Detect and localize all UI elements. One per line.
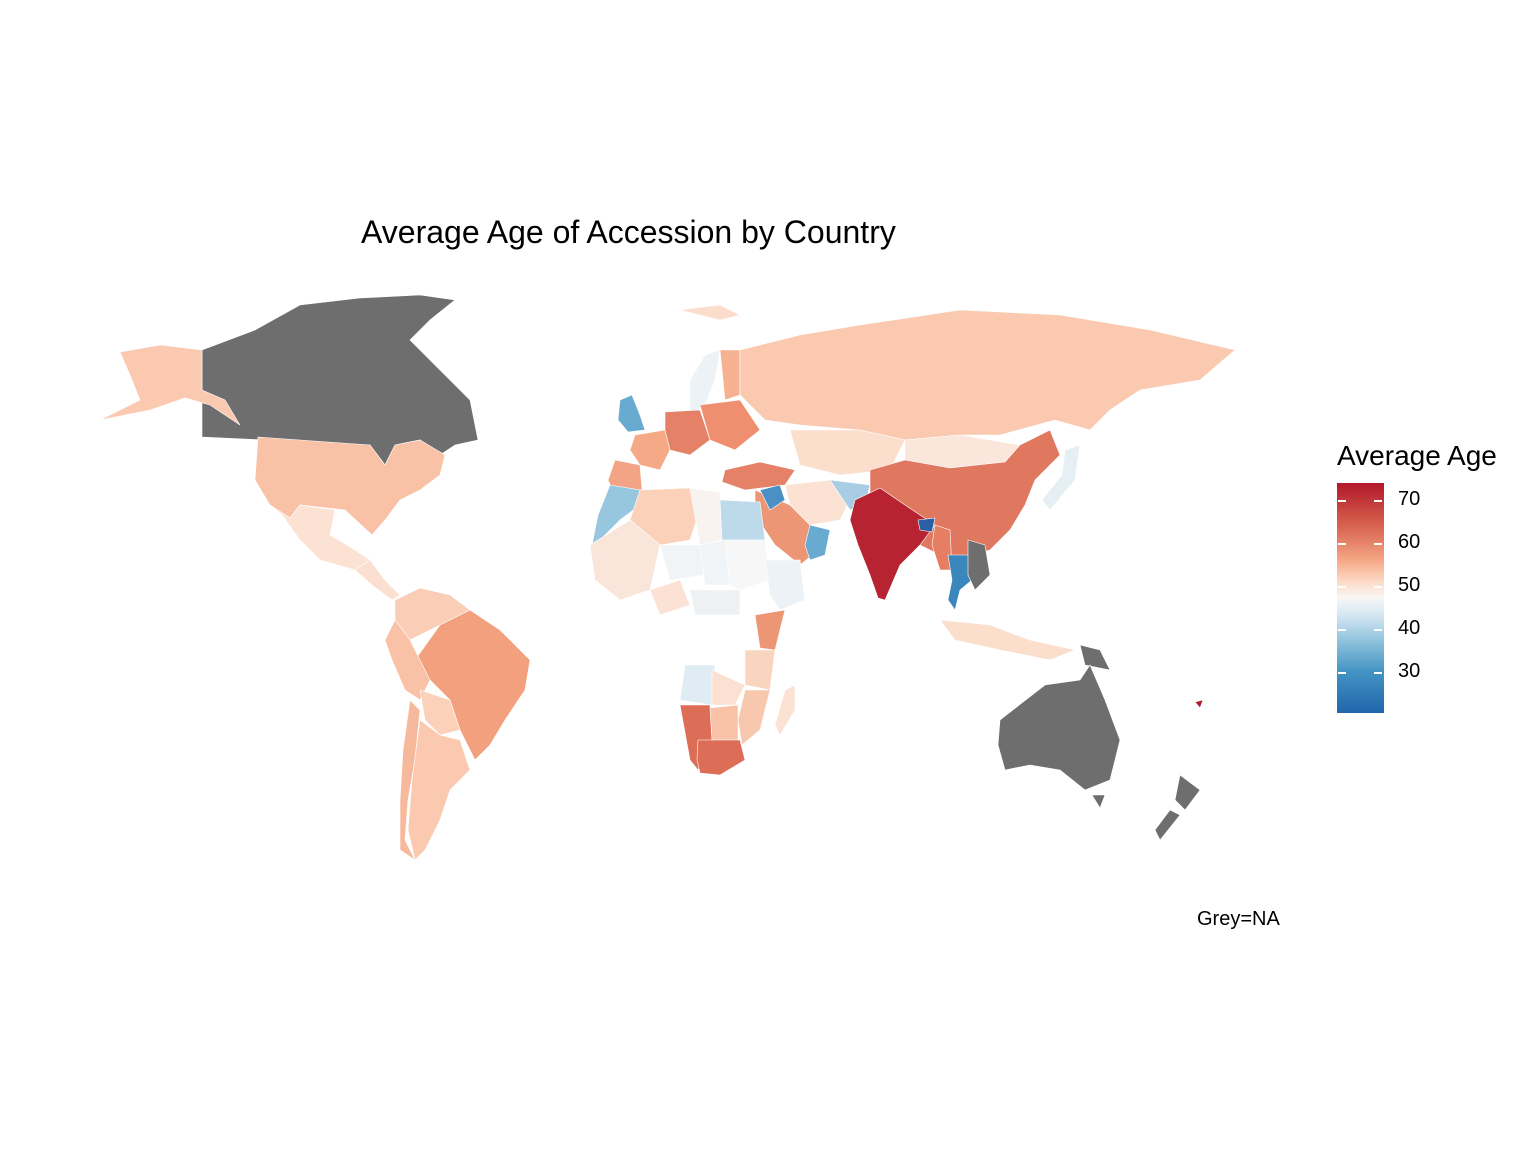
region-zambia [711, 669, 746, 706]
region-easteurope [699, 399, 761, 451]
region-alaska [99, 344, 241, 426]
legend-tick-mark [1338, 543, 1346, 545]
region-myanmar [931, 524, 953, 571]
region-mexico [269, 504, 371, 571]
legend-tick-label: 30 [1398, 660, 1421, 682]
region-botswana [709, 704, 739, 741]
legend-tick-mark [1338, 629, 1346, 631]
legend-tick-label: 60 [1398, 531, 1421, 553]
region-nigeria [649, 579, 691, 616]
region-chile [399, 699, 421, 861]
region-niger [659, 544, 706, 581]
region-angola [679, 664, 716, 706]
region-finland [719, 349, 741, 401]
region-drc [689, 614, 746, 666]
legend-tick-mark [1374, 629, 1382, 631]
region-japan [1041, 444, 1081, 511]
chart-title: Average Age of Accession by Country [361, 214, 896, 250]
region-greenland [679, 304, 741, 321]
legend-tick-mark [1338, 500, 1346, 502]
region-united-kingdom [617, 394, 646, 433]
legend-tick-mark [1374, 586, 1382, 588]
legend-tick-mark [1374, 543, 1382, 545]
region-australia [997, 664, 1121, 791]
region-levant [759, 484, 786, 511]
na-caption: Grey=NA [1197, 908, 1280, 930]
legend-tick-label: 40 [1398, 617, 1421, 639]
region-united-states [254, 436, 446, 536]
region-turkey [721, 461, 796, 491]
legend-tick-mark [1338, 672, 1346, 674]
region-fiji [1194, 699, 1204, 709]
region-india [849, 487, 936, 601]
region-tanzania [744, 649, 776, 691]
region-south-africa [696, 739, 746, 776]
region-bangladesh [917, 517, 936, 533]
legend-tick-label: 50 [1398, 574, 1421, 596]
region-car [689, 589, 741, 616]
region-egypt [719, 499, 766, 541]
region-indochina [967, 539, 991, 591]
region-peru [384, 619, 431, 701]
region-oman [804, 524, 831, 561]
region-russia [739, 309, 1236, 441]
region-kenya [754, 609, 786, 651]
region-bolivia [419, 689, 461, 736]
region-libya [689, 487, 723, 546]
region-germany [664, 409, 711, 456]
legend-tick-mark [1338, 586, 1346, 588]
region-sudan [724, 539, 771, 591]
legend-color-bar [1337, 483, 1384, 713]
region-tasmania [1091, 794, 1106, 809]
legend-title: Average Age [1337, 440, 1497, 471]
legend-tick-label: 70 [1398, 488, 1421, 510]
region-ethiopia [764, 559, 806, 611]
region-papua-new-guinea [1079, 644, 1111, 671]
region-centralam [354, 559, 401, 601]
region-indonesia [939, 619, 1077, 661]
region-mozambique [737, 689, 771, 746]
legend-tick-mark [1374, 500, 1382, 502]
region-canada [201, 294, 479, 466]
legend-tick-mark [1374, 672, 1382, 674]
region-madagascar [774, 684, 796, 736]
region-new-zealand [1154, 774, 1201, 841]
region-argentina [407, 719, 471, 861]
